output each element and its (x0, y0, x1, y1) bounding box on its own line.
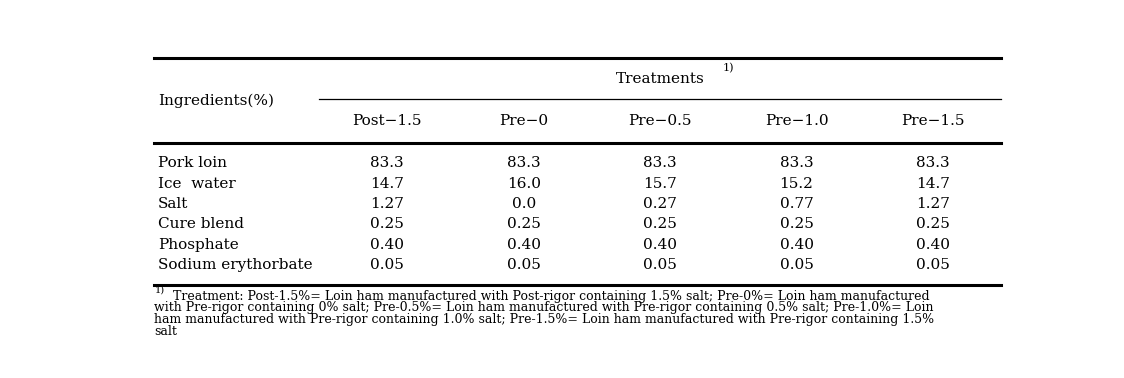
Text: 0.40: 0.40 (916, 238, 950, 252)
Text: Pre−0: Pre−0 (499, 114, 549, 128)
Text: 1.27: 1.27 (370, 197, 405, 211)
Text: salt: salt (154, 325, 178, 338)
Text: 0.40: 0.40 (370, 238, 405, 252)
Text: Pork loin: Pork loin (157, 156, 227, 170)
Text: 0.77: 0.77 (780, 197, 814, 211)
Text: 1): 1) (154, 285, 164, 294)
Text: Phosphate: Phosphate (157, 238, 238, 252)
Text: 0.40: 0.40 (780, 238, 814, 252)
Text: Ingredients(%): Ingredients(%) (157, 93, 274, 108)
Text: Ice  water: Ice water (157, 177, 236, 191)
Text: 0.05: 0.05 (780, 258, 814, 272)
Text: 0.05: 0.05 (916, 258, 950, 272)
Text: Cure blend: Cure blend (157, 217, 244, 231)
Text: with Pre-rigor containing 0% salt; Pre-0.5%= Loin ham manufactured with Pre-rigo: with Pre-rigor containing 0% salt; Pre-0… (154, 301, 934, 314)
Text: Sodium erythorbate: Sodium erythorbate (157, 258, 312, 272)
Text: 1): 1) (723, 63, 734, 73)
Text: Post−1.5: Post−1.5 (353, 114, 422, 128)
Text: 1.27: 1.27 (916, 197, 950, 211)
Text: 0.27: 0.27 (643, 197, 677, 211)
Text: 0.0: 0.0 (511, 197, 536, 211)
Text: 15.2: 15.2 (780, 177, 814, 191)
Text: 83.3: 83.3 (507, 156, 541, 170)
Text: 0.40: 0.40 (507, 238, 541, 252)
Text: 0.25: 0.25 (507, 217, 541, 231)
Text: Pre−1.5: Pre−1.5 (901, 114, 964, 128)
Text: 0.25: 0.25 (370, 217, 405, 231)
Text: 0.05: 0.05 (370, 258, 405, 272)
Text: 0.25: 0.25 (780, 217, 814, 231)
Text: Pre−0.5: Pre−0.5 (628, 114, 692, 128)
Text: Treatment: Post-1.5%= Loin ham manufactured with Post-rigor containing 1.5% salt: Treatment: Post-1.5%= Loin ham manufactu… (173, 290, 930, 303)
Text: 0.05: 0.05 (507, 258, 541, 272)
Text: 16.0: 16.0 (507, 177, 541, 191)
Text: 0.25: 0.25 (916, 217, 950, 231)
Text: 83.3: 83.3 (916, 156, 950, 170)
Text: Treatments: Treatments (616, 72, 705, 86)
Text: 0.25: 0.25 (643, 217, 677, 231)
Text: ham manufactured with Pre-rigor containing 1.0% salt; Pre-1.5%= Loin ham manufac: ham manufactured with Pre-rigor containi… (154, 313, 934, 326)
Text: Salt: Salt (157, 197, 189, 211)
Text: Pre−1.0: Pre−1.0 (764, 114, 828, 128)
Text: 14.7: 14.7 (370, 177, 405, 191)
Text: 14.7: 14.7 (916, 177, 950, 191)
Text: 83.3: 83.3 (780, 156, 814, 170)
Text: 15.7: 15.7 (643, 177, 677, 191)
Text: 83.3: 83.3 (643, 156, 677, 170)
Text: 0.05: 0.05 (643, 258, 677, 272)
Text: 0.40: 0.40 (643, 238, 677, 252)
Text: 83.3: 83.3 (371, 156, 405, 170)
